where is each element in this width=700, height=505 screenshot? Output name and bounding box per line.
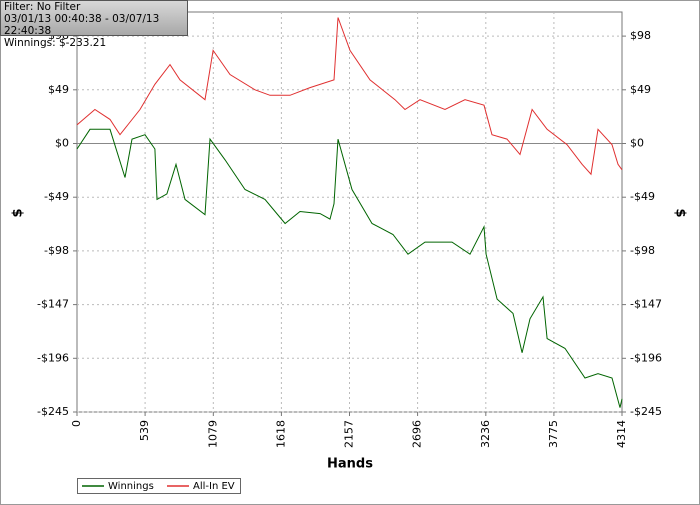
y-tick-label: -$98 bbox=[44, 244, 69, 257]
series-line bbox=[76, 128, 623, 408]
y2-tick-label: $0 bbox=[630, 137, 644, 150]
y2-tick-label: $49 bbox=[630, 83, 651, 96]
y2-tick-label: -$147 bbox=[630, 298, 662, 311]
y-tick-label: $0 bbox=[55, 137, 69, 150]
x-tick-label: 539 bbox=[138, 420, 151, 441]
filter-text: Filter: No Filter bbox=[4, 1, 81, 13]
y-axis-title: $ bbox=[11, 208, 26, 217]
x-tick-label: 4314 bbox=[615, 420, 628, 448]
x-axis-title: Hands bbox=[327, 457, 373, 472]
y2-axis-title: $ bbox=[673, 208, 688, 217]
x-tick-label: 0 bbox=[70, 420, 83, 427]
y-tick-label: -$196 bbox=[37, 351, 69, 364]
y2-tick-label: -$49 bbox=[630, 190, 655, 203]
y2-tick-label: -$98 bbox=[630, 244, 655, 257]
winnings-text: Winnings: $-233.21 bbox=[4, 37, 107, 49]
x-tick-label: 3775 bbox=[547, 420, 560, 448]
y2-tick-label: -$196 bbox=[630, 351, 662, 364]
legend bbox=[77, 478, 241, 494]
x-tick-label: 1079 bbox=[206, 420, 219, 448]
series-line bbox=[76, 17, 623, 176]
x-tick-label: 2157 bbox=[343, 420, 356, 448]
x-tick-label: 3236 bbox=[479, 420, 492, 448]
y-tick-label: $49 bbox=[48, 83, 69, 96]
x-tick-label: 1618 bbox=[274, 420, 287, 448]
info-box: Filter: No Filter 03/01/13 00:40:38 - 03… bbox=[0, 0, 188, 49]
y2-tick-label: $98 bbox=[630, 29, 651, 42]
legend-label: All-In EV bbox=[193, 481, 235, 492]
y2-tick-label: -$245 bbox=[630, 405, 662, 418]
x-tick-label: 2696 bbox=[411, 420, 424, 448]
y-tick-label: -$245 bbox=[37, 405, 69, 418]
date-range: 03/01/13 00:40:38 - 03/07/13 22:40:38 bbox=[4, 13, 160, 37]
y-tick-label: -$147 bbox=[37, 298, 69, 311]
y-tick-label: -$49 bbox=[44, 190, 69, 203]
legend-label: Winnings bbox=[108, 481, 154, 492]
